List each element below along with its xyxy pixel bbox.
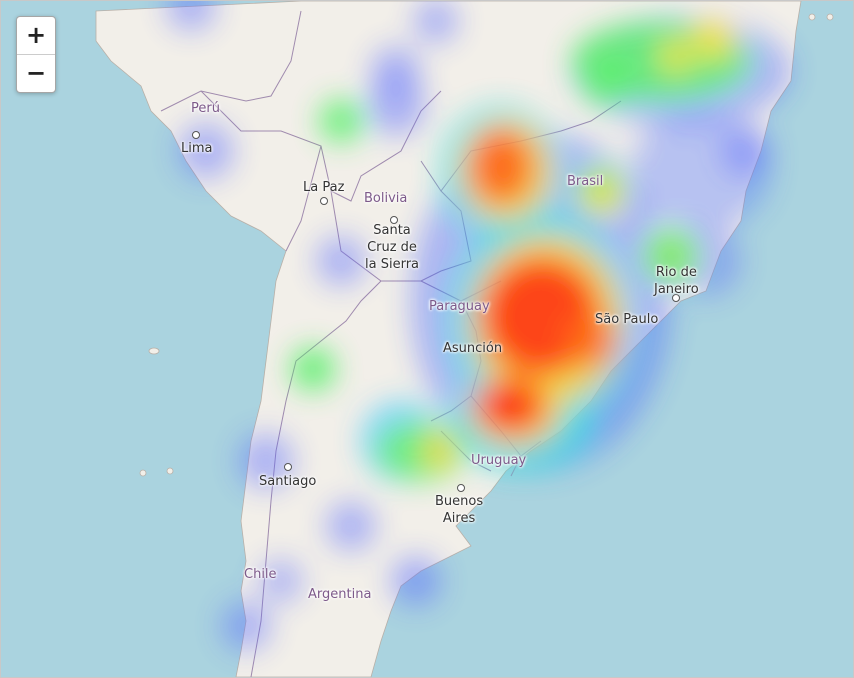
label-buenos-aires: Buenos Aires [435, 494, 484, 526]
label-la-paz: La Paz [303, 180, 345, 195]
sao-paulo-marker [672, 294, 680, 302]
label-bolivia: Bolivia [364, 191, 408, 206]
buenos-aires-marker [457, 484, 465, 492]
label-santa-cruz: Santa Cruz de la Sierra [365, 223, 419, 272]
santa-cruz-marker [390, 216, 398, 224]
lima-marker [192, 131, 200, 139]
heat-layer [166, 1, 791, 651]
label-rio: Rio de Janeiro [654, 265, 699, 297]
label-peru: Perú [191, 101, 220, 116]
zoom-control: + − [16, 16, 56, 93]
label-sao-paulo: São Paulo [595, 312, 659, 327]
zoom-out-button[interactable]: − [25, 59, 47, 87]
label-brasil: Brasil [567, 174, 604, 189]
la-paz-marker [320, 197, 328, 205]
zoom-in-button[interactable]: + [17, 17, 55, 55]
santiago-marker [284, 463, 292, 471]
label-uruguay: Uruguay [471, 453, 527, 468]
label-paraguay: Paraguay [429, 299, 490, 314]
label-argentina: Argentina [308, 587, 372, 602]
label-chile: Chile [244, 567, 277, 582]
label-lima: Lima [181, 141, 213, 156]
label-santiago: Santiago [259, 474, 317, 489]
label-asuncion: Asunción [443, 341, 503, 356]
